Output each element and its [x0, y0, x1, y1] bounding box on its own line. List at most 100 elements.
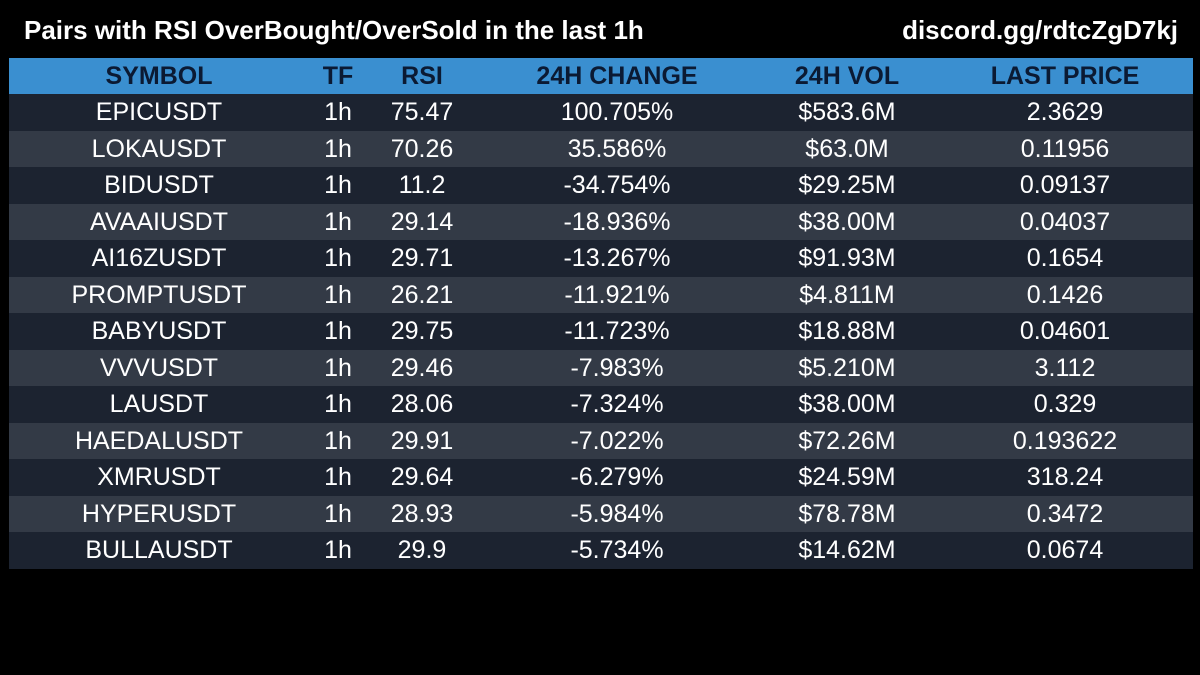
volume-cell: $38.00M	[757, 386, 937, 423]
table-row: HAEDALUSDT 1h 29.91 -7.022% $72.26M 0.193622	[9, 422, 1193, 459]
change-cell: -34.754%	[477, 167, 757, 204]
rsi-cell: 11.2	[367, 167, 477, 204]
tf-cell: 1h	[309, 203, 367, 240]
volume-cell: $18.88M	[757, 313, 937, 350]
symbol-cell: HYPERUSDT	[9, 495, 309, 532]
rsi-cell: 28.06	[367, 386, 477, 423]
tf-cell: 1h	[309, 459, 367, 496]
rsi-cell: 29.9	[367, 532, 477, 569]
table-row: BIDUSDT 1h 11.2 -34.754% $29.25M 0.09137	[9, 167, 1193, 204]
table-row: LOKAUSDT 1h 70.26 35.586% $63.0M 0.11956	[9, 130, 1193, 167]
table-row: AVAAIUSDT 1h 29.14 -18.936% $38.00M 0.04037	[9, 203, 1193, 240]
rsi-cell: 29.14	[367, 203, 477, 240]
symbol-cell: HAEDALUSDT	[9, 422, 309, 459]
rsi-cell: 70.26	[367, 130, 477, 167]
volume-cell: $63.0M	[757, 130, 937, 167]
table-row: VVVUSDT 1h 29.46 -7.983% $5.210M 3.112	[9, 349, 1193, 386]
volume-cell: $72.26M	[757, 422, 937, 459]
change-cell: -18.936%	[477, 203, 757, 240]
discord-link[interactable]: discord.gg/rdtcZgD7kj	[902, 15, 1178, 45]
tf-cell: 1h	[309, 94, 367, 131]
column-header-tf: TF	[309, 58, 367, 94]
price-cell: 0.0674	[937, 532, 1193, 569]
tf-cell: 1h	[309, 386, 367, 423]
price-cell: 3.112	[937, 349, 1193, 386]
tf-cell: 1h	[309, 276, 367, 313]
rsi-pairs-table: SYMBOL TF RSI 24H CHANGE 24H VOL LAST PR…	[9, 58, 1193, 569]
price-cell: 0.329	[937, 386, 1193, 423]
table-row: BULLAUSDT 1h 29.9 -5.734% $14.62M 0.0674	[9, 532, 1193, 569]
change-cell: -7.022%	[477, 422, 757, 459]
symbol-cell: LAUSDT	[9, 386, 309, 423]
rsi-cell: 29.75	[367, 313, 477, 350]
tf-cell: 1h	[309, 240, 367, 277]
change-cell: -7.324%	[477, 386, 757, 423]
change-cell: 35.586%	[477, 130, 757, 167]
table-row: XMRUSDT 1h 29.64 -6.279% $24.59M 318.24	[9, 459, 1193, 496]
symbol-cell: XMRUSDT	[9, 459, 309, 496]
volume-cell: $38.00M	[757, 203, 937, 240]
column-header-rsi: RSI	[367, 58, 477, 94]
table-header-row: SYMBOL TF RSI 24H CHANGE 24H VOL LAST PR…	[9, 58, 1193, 94]
table-row: HYPERUSDT 1h 28.93 -5.984% $78.78M 0.3472	[9, 495, 1193, 532]
price-cell: 0.09137	[937, 167, 1193, 204]
symbol-cell: BABYUSDT	[9, 313, 309, 350]
price-cell: 0.04601	[937, 313, 1193, 350]
tf-cell: 1h	[309, 349, 367, 386]
tf-cell: 1h	[309, 422, 367, 459]
page-title: Pairs with RSI OverBought/OverSold in th…	[24, 15, 644, 45]
table-row: EPICUSDT 1h 75.47 100.705% $583.6M 2.3629	[9, 94, 1193, 131]
change-cell: -7.983%	[477, 349, 757, 386]
column-header-symbol: SYMBOL	[9, 58, 309, 94]
change-cell: -11.723%	[477, 313, 757, 350]
symbol-cell: VVVUSDT	[9, 349, 309, 386]
rsi-cell: 29.46	[367, 349, 477, 386]
price-cell: 0.1654	[937, 240, 1193, 277]
table-row: BABYUSDT 1h 29.75 -11.723% $18.88M 0.04601	[9, 313, 1193, 350]
table-body: EPICUSDT 1h 75.47 100.705% $583.6M 2.3629 LOKA…	[9, 94, 1193, 569]
price-cell: 318.24	[937, 459, 1193, 496]
volume-cell: $14.62M	[757, 532, 937, 569]
volume-cell: $29.25M	[757, 167, 937, 204]
change-cell: -11.921%	[477, 276, 757, 313]
rsi-cell: 28.93	[367, 495, 477, 532]
change-cell: -6.279%	[477, 459, 757, 496]
symbol-cell: PROMPTUSDT	[9, 276, 309, 313]
column-header-last-price: LAST PRICE	[937, 58, 1193, 94]
price-cell: 0.11956	[937, 130, 1193, 167]
table-row: LAUSDT 1h 28.06 -7.324% $38.00M 0.329	[9, 386, 1193, 423]
price-cell: 0.193622	[937, 422, 1193, 459]
price-cell: 0.04037	[937, 203, 1193, 240]
tf-cell: 1h	[309, 167, 367, 204]
volume-cell: $91.93M	[757, 240, 937, 277]
symbol-cell: LOKAUSDT	[9, 130, 309, 167]
rsi-cell: 29.71	[367, 240, 477, 277]
rsi-cell: 29.91	[367, 422, 477, 459]
table-row: AI16ZUSDT 1h 29.71 -13.267% $91.93M 0.1654	[9, 240, 1193, 277]
symbol-cell: AVAAIUSDT	[9, 203, 309, 240]
column-header-24h-vol: 24H VOL	[757, 58, 937, 94]
volume-cell: $24.59M	[757, 459, 937, 496]
change-cell: 100.705%	[477, 94, 757, 131]
change-cell: -13.267%	[477, 240, 757, 277]
tf-cell: 1h	[309, 313, 367, 350]
tf-cell: 1h	[309, 532, 367, 569]
price-cell: 2.3629	[937, 94, 1193, 131]
price-cell: 0.3472	[937, 495, 1193, 532]
change-cell: -5.734%	[477, 532, 757, 569]
volume-cell: $78.78M	[757, 495, 937, 532]
symbol-cell: EPICUSDT	[9, 94, 309, 131]
volume-cell: $4.811M	[757, 276, 937, 313]
price-cell: 0.1426	[937, 276, 1193, 313]
symbol-cell: AI16ZUSDT	[9, 240, 309, 277]
rsi-cell: 75.47	[367, 94, 477, 131]
title-bar: Pairs with RSI OverBought/OverSold in th…	[0, 0, 1200, 58]
volume-cell: $583.6M	[757, 94, 937, 131]
symbol-cell: BULLAUSDT	[9, 532, 309, 569]
symbol-cell: BIDUSDT	[9, 167, 309, 204]
change-cell: -5.984%	[477, 495, 757, 532]
column-header-24h-change: 24H CHANGE	[477, 58, 757, 94]
rsi-cell: 26.21	[367, 276, 477, 313]
table-row: PROMPTUSDT 1h 26.21 -11.921% $4.811M 0.1426	[9, 276, 1193, 313]
rsi-cell: 29.64	[367, 459, 477, 496]
